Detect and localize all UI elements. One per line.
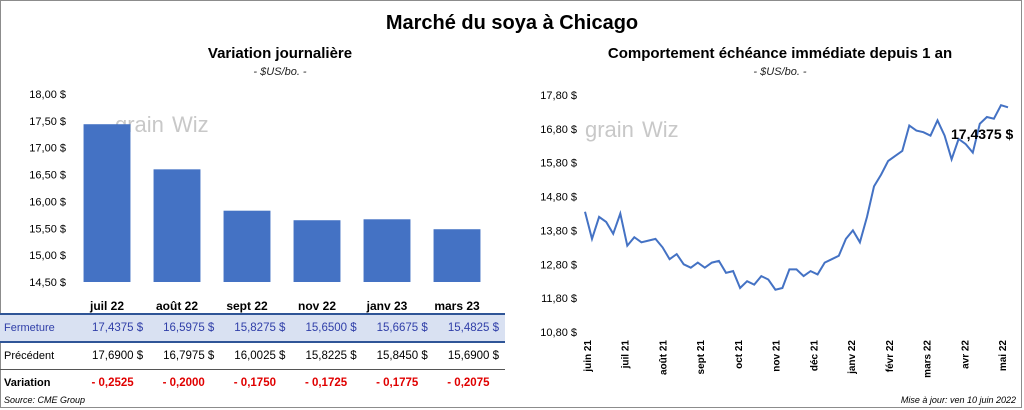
x-tick-label: janv 22 xyxy=(847,340,858,375)
table-cell: - 0,1775 xyxy=(376,377,419,389)
table-cell: 17,6900 $ xyxy=(78,342,150,370)
x-tick-label: sept 21 xyxy=(696,340,707,375)
bar xyxy=(83,124,131,282)
watermark-logo-suffix: Wiz xyxy=(642,117,679,142)
x-tick-label: août 22 xyxy=(156,299,198,313)
x-tick-label: juil 21 xyxy=(621,340,632,370)
table-cell: 16,7975 $ xyxy=(149,342,221,370)
bar xyxy=(293,220,341,282)
x-tick-label: févr 22 xyxy=(885,340,896,373)
table-cell: 15,4825 $ xyxy=(433,313,505,343)
y-tick-label: 13,80 $ xyxy=(540,225,577,237)
update-note: Mise à jour: ven 10 juin 2022 xyxy=(900,395,1016,405)
y-tick-label: 10,80 $ xyxy=(540,327,577,339)
y-tick-label: 16,00 $ xyxy=(29,196,66,208)
y-tick-label: 15,00 $ xyxy=(29,250,66,262)
bar xyxy=(153,169,201,282)
y-tick-label: 17,80 $ xyxy=(540,90,577,102)
x-tick-label: oct 21 xyxy=(734,340,745,369)
table-row-variation: Variation - 0,2525 - 0,2000 - 0,1750 - 0… xyxy=(0,370,505,397)
line-chart-y-axis: 10,80 $ 11,80 $ 12,80 $ 13,80 $ 14,80 $ 15,80… xyxy=(540,90,577,339)
y-tick-label: 14,80 $ xyxy=(540,192,577,204)
bar-chart-y-axis: 14,50 $ 15,00 $ 15,50 $ 16,00 $ 16,50 $ 17,00… xyxy=(29,89,66,289)
table-cell: 15,8450 $ xyxy=(362,342,434,370)
row-label: Précédent xyxy=(0,342,78,370)
y-tick-label: 18,00 $ xyxy=(29,89,66,101)
y-tick-label: 15,80 $ xyxy=(540,158,577,170)
x-tick-label: déc 21 xyxy=(809,340,820,372)
bar-chart-title: Variation journalière xyxy=(207,45,353,62)
x-tick-label: mars 23 xyxy=(434,299,480,313)
bar-chart-x-axis: juil 22 août 22 sept 22 nov 22 janv 23 mars 2… xyxy=(89,299,480,313)
table-row-fermeture: Fermeture 17,4375 $ 16,5975 $ 15,8275 $ … xyxy=(0,313,505,343)
y-tick-label: 17,50 $ xyxy=(29,116,66,128)
x-tick-label: mai 22 xyxy=(998,340,1009,372)
table-cell: 15,6900 $ xyxy=(433,342,505,370)
x-tick-label: mars 22 xyxy=(923,340,934,378)
y-tick-label: 12,80 $ xyxy=(540,259,577,271)
table-cell: 16,0025 $ xyxy=(220,342,292,370)
table-cell: - 0,2000 xyxy=(162,377,205,389)
x-tick-label: avr 22 xyxy=(960,340,971,369)
y-tick-label: 15,50 $ xyxy=(29,223,66,235)
y-tick-label: 16,50 $ xyxy=(29,170,66,182)
source-note: Source: CME Group xyxy=(4,395,86,405)
x-tick-label: juin 21 xyxy=(583,340,594,373)
table-row-precedent: Précédent 17,6900 $ 16,7975 $ 16,0025 $ … xyxy=(0,342,505,370)
last-value-label: 17,4375 $ xyxy=(951,126,1013,142)
y-tick-label: 17,00 $ xyxy=(29,143,66,155)
table-cell: - 0,1750 xyxy=(233,377,276,389)
row-label: Fermeture xyxy=(0,313,78,343)
table-cell: 15,6675 $ xyxy=(362,313,434,343)
x-tick-label: juil 22 xyxy=(89,299,124,313)
table-cell: - 0,1725 xyxy=(304,377,348,389)
table-cell: 16,5975 $ xyxy=(149,313,221,343)
x-tick-label: nov 21 xyxy=(772,340,783,372)
table-cell: 15,6500 $ xyxy=(291,313,363,343)
page-title: Marché du soya à Chicago xyxy=(385,12,639,34)
watermark-logo-suffix: Wiz xyxy=(172,112,209,137)
x-tick-label: nov 22 xyxy=(298,299,336,313)
x-tick-label: sept 22 xyxy=(226,299,268,313)
table-cell: 15,8225 $ xyxy=(291,342,363,370)
line-chart: grain Wiz 10,80 $ 11,80 $ 12,80 $ 13,80 $ 14… xyxy=(540,90,1013,378)
line-chart-title: Comportement échéance immédiate depuis 1… xyxy=(607,45,953,62)
table-cell: 15,8275 $ xyxy=(220,313,292,343)
bar xyxy=(363,219,411,282)
bar-chart-unit: - $US/bo. - xyxy=(253,66,307,78)
y-tick-label: 11,80 $ xyxy=(541,293,577,305)
watermark-logo: grain xyxy=(585,117,634,142)
table-cell: 17,4375 $ xyxy=(78,313,150,343)
y-tick-label: 16,80 $ xyxy=(540,124,577,136)
table-cell: - 0,2075 xyxy=(447,377,490,389)
line-chart-unit: - $US/bo. - xyxy=(753,66,807,78)
y-tick-label: 14,50 $ xyxy=(29,277,66,289)
line-series xyxy=(584,104,1009,291)
price-table: Fermeture 17,4375 $ 16,5975 $ 15,8275 $ … xyxy=(0,313,505,396)
table-cell: - 0,2525 xyxy=(91,377,134,389)
bar xyxy=(433,229,481,282)
row-label: Variation xyxy=(4,377,51,389)
x-tick-label: août 21 xyxy=(658,340,669,375)
bar xyxy=(223,210,271,282)
bar-chart: grain Wiz 14,50 $15,00 $15,50 $16,00 $16… xyxy=(29,89,481,313)
bar-chart-bars xyxy=(83,124,481,282)
line-chart-x-axis: juin 21 juil 21 août 21 sept 21 oct 21 nov 21… xyxy=(583,340,1009,378)
x-tick-label: janv 23 xyxy=(366,299,408,313)
